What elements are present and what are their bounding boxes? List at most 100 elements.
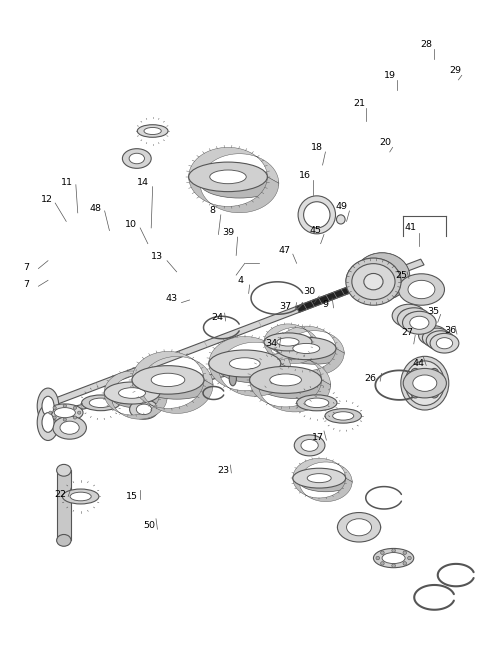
Text: 44: 44 [413, 359, 424, 368]
Ellipse shape [429, 333, 445, 343]
Ellipse shape [229, 371, 236, 386]
Ellipse shape [432, 335, 449, 346]
Text: 48: 48 [89, 204, 101, 213]
Ellipse shape [151, 373, 185, 386]
Ellipse shape [82, 395, 120, 411]
Ellipse shape [413, 375, 437, 392]
Text: 45: 45 [310, 226, 322, 235]
Ellipse shape [403, 368, 446, 398]
Ellipse shape [392, 304, 426, 327]
Text: 7: 7 [24, 280, 29, 290]
Text: 22: 22 [54, 490, 66, 499]
Ellipse shape [276, 337, 336, 360]
Polygon shape [346, 253, 410, 282]
Ellipse shape [277, 338, 299, 346]
Ellipse shape [53, 406, 56, 409]
Ellipse shape [364, 274, 383, 290]
Ellipse shape [403, 551, 407, 554]
Polygon shape [42, 352, 313, 418]
Ellipse shape [337, 519, 381, 535]
Ellipse shape [408, 556, 411, 560]
Ellipse shape [293, 468, 346, 488]
Ellipse shape [200, 168, 279, 198]
Polygon shape [293, 478, 352, 502]
Text: 17: 17 [312, 433, 324, 442]
Ellipse shape [141, 371, 213, 399]
Ellipse shape [37, 388, 59, 424]
Ellipse shape [62, 489, 99, 504]
Ellipse shape [63, 404, 66, 407]
Ellipse shape [336, 215, 345, 224]
Ellipse shape [78, 411, 81, 414]
Ellipse shape [304, 202, 330, 228]
Ellipse shape [381, 562, 384, 565]
Ellipse shape [410, 316, 429, 329]
Polygon shape [293, 458, 352, 482]
Ellipse shape [408, 280, 435, 299]
Text: 26: 26 [365, 374, 376, 383]
Ellipse shape [250, 366, 322, 394]
Polygon shape [132, 352, 213, 385]
Ellipse shape [189, 162, 267, 192]
Polygon shape [57, 470, 71, 540]
Ellipse shape [305, 398, 329, 407]
Ellipse shape [405, 361, 444, 405]
Ellipse shape [57, 534, 71, 546]
Ellipse shape [137, 124, 168, 138]
Ellipse shape [411, 368, 420, 377]
Ellipse shape [89, 398, 112, 407]
Ellipse shape [430, 389, 439, 398]
Text: 20: 20 [379, 138, 391, 147]
Ellipse shape [42, 396, 54, 416]
Polygon shape [264, 342, 319, 364]
Ellipse shape [403, 562, 407, 565]
Ellipse shape [300, 472, 352, 492]
Ellipse shape [264, 333, 312, 351]
Text: 29: 29 [449, 66, 461, 75]
Ellipse shape [144, 128, 161, 134]
Ellipse shape [285, 342, 344, 364]
Ellipse shape [129, 153, 144, 164]
Text: 24: 24 [211, 313, 223, 322]
Ellipse shape [392, 549, 396, 552]
Ellipse shape [392, 564, 396, 567]
Text: 36: 36 [444, 326, 456, 335]
Text: 13: 13 [151, 252, 164, 261]
Ellipse shape [347, 523, 371, 532]
Ellipse shape [60, 421, 79, 434]
Text: 41: 41 [404, 223, 416, 233]
Polygon shape [104, 393, 167, 419]
Text: 49: 49 [336, 202, 348, 211]
Ellipse shape [399, 309, 419, 322]
Ellipse shape [301, 440, 318, 451]
Ellipse shape [419, 326, 447, 345]
Ellipse shape [376, 556, 380, 560]
Ellipse shape [397, 308, 431, 331]
Ellipse shape [119, 388, 145, 398]
Ellipse shape [430, 333, 459, 353]
Polygon shape [276, 348, 344, 375]
Text: 37: 37 [279, 302, 292, 311]
Text: 47: 47 [278, 246, 290, 255]
Text: 43: 43 [166, 293, 178, 303]
Ellipse shape [104, 382, 160, 404]
Ellipse shape [63, 418, 66, 421]
Ellipse shape [403, 311, 436, 334]
Text: 28: 28 [420, 40, 432, 49]
Ellipse shape [132, 365, 204, 394]
Ellipse shape [373, 548, 414, 568]
Ellipse shape [73, 406, 77, 409]
Text: 7: 7 [24, 263, 29, 272]
Ellipse shape [54, 407, 75, 418]
Ellipse shape [53, 416, 56, 419]
Text: 21: 21 [353, 99, 365, 108]
Ellipse shape [307, 474, 331, 483]
Text: 25: 25 [395, 271, 407, 280]
Ellipse shape [425, 330, 441, 341]
Ellipse shape [49, 411, 52, 414]
Text: 16: 16 [299, 171, 311, 180]
Ellipse shape [382, 553, 405, 563]
Ellipse shape [401, 356, 449, 410]
Text: 11: 11 [61, 178, 73, 187]
Text: 19: 19 [384, 71, 396, 80]
